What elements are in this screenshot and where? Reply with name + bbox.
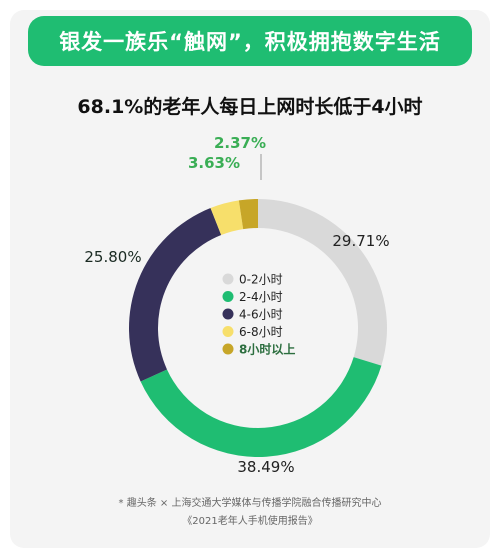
slice-0-2小时 bbox=[258, 199, 387, 366]
legend-swatch-0-2小时 bbox=[222, 273, 234, 285]
report-name: 《2021老年人手机使用报告》 bbox=[182, 516, 318, 527]
slice-6-8小时 bbox=[210, 200, 244, 236]
source-line: * 趣头条 × 上海交通大学媒体与传播学院融合传播研究中心 bbox=[118, 498, 382, 509]
value-label-0-2小时: 29.71% bbox=[332, 232, 389, 250]
legend-swatch-4-6小时 bbox=[222, 308, 234, 320]
legend-swatch-2-4小时 bbox=[222, 291, 234, 302]
value-label-4-6小时: 25.80% bbox=[84, 248, 141, 266]
legend-label-4-6小时: 4-6小时 bbox=[239, 308, 283, 322]
legend-label-0-2小时: 0-2小时 bbox=[239, 273, 283, 287]
slice-2-4小时 bbox=[140, 357, 382, 457]
chart-title: 68.1%的老年人每日上网时长低于4小时 bbox=[77, 96, 423, 118]
legend-label-8小时以上: 8小时以上 bbox=[239, 342, 295, 357]
slice-8小时以上 bbox=[238, 199, 258, 230]
legend-swatch-6-8小时 bbox=[222, 326, 234, 337]
legend-label-2-4小时: 2-4小时 bbox=[239, 290, 283, 304]
value-label-8小时以上: 2.37% bbox=[214, 134, 266, 152]
header-banner: 银发一族乐“触网”，积极拥抱数字生活 bbox=[28, 16, 472, 66]
value-label-2-4小时: 38.49% bbox=[237, 458, 294, 476]
banner-title: 银发一族乐“触网”，积极拥抱数字生活 bbox=[59, 30, 441, 54]
slice-4-6小时 bbox=[129, 208, 222, 382]
legend-swatch-8小时以上 bbox=[222, 343, 234, 355]
value-label-6-8小时: 3.63% bbox=[188, 154, 240, 172]
report-card bbox=[10, 10, 490, 548]
legend-label-6-8小时: 6-8小时 bbox=[239, 325, 283, 339]
